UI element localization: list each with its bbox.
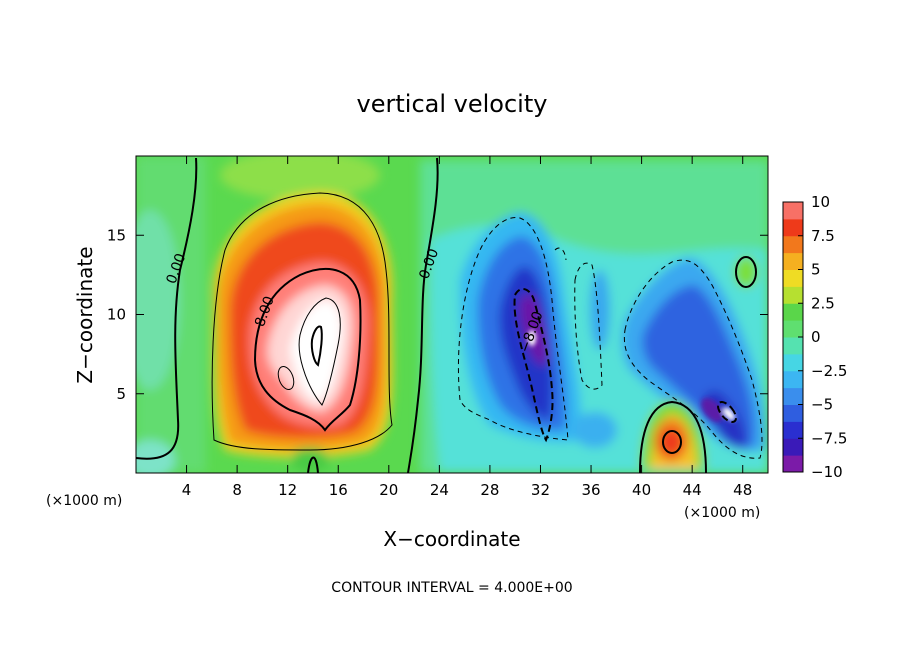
colorbar-band — [783, 252, 803, 270]
contour-lines — [136, 157, 763, 473]
colorbar-band — [783, 404, 803, 422]
colorbar-band — [783, 235, 803, 254]
x-tick-label: 28 — [480, 481, 499, 499]
colorbar-tick-label: 0 — [811, 328, 821, 346]
x-axis: 4 8 12 16 20 24 28 32 36 40 44 48 — [182, 156, 752, 499]
x-tick-label: 16 — [329, 481, 348, 499]
colorbar-band — [783, 269, 803, 287]
colorbar-band — [783, 455, 803, 473]
colorbar-tick-label: 7.5 — [811, 227, 835, 245]
x-tick-label: 44 — [683, 481, 702, 499]
x-tick-label: 20 — [379, 481, 398, 499]
x-tick-label: 24 — [430, 481, 449, 499]
colorbar-band — [783, 370, 803, 389]
colorbar-band — [783, 337, 803, 355]
y-tick-label: 10 — [107, 306, 126, 324]
colorbar-tick-label: −2.5 — [811, 362, 847, 380]
x-unit-label-right: (×1000 m) — [684, 505, 760, 521]
y-tick-label: 5 — [116, 385, 126, 403]
colorbar-tick-label: 5 — [811, 261, 821, 279]
colorbar-tick-label: −7.5 — [811, 429, 847, 447]
x-unit-label-left: (×1000 m) — [46, 493, 122, 509]
x-tick-label: 4 — [182, 481, 192, 499]
colorbar-band — [783, 387, 803, 405]
colorbar-band — [783, 202, 803, 220]
x-tick-label: 36 — [581, 481, 600, 499]
colorbar-band — [783, 218, 803, 237]
x-tick-label: 48 — [733, 481, 752, 499]
y-tick-label: 15 — [107, 226, 126, 244]
colorbar-band — [783, 421, 803, 439]
colorbar-band — [783, 438, 803, 456]
chart-title: vertical velocity — [357, 90, 548, 118]
x-tick-label: 40 — [632, 481, 651, 499]
y-axis: 5 10 15 — [107, 226, 768, 403]
colorbar-tick-label: 2.5 — [811, 294, 835, 312]
colorbar-tick-label: 10 — [811, 193, 830, 211]
x-tick-label: 8 — [232, 481, 242, 499]
colorbar-band — [783, 286, 803, 304]
x-tick-label: 32 — [531, 481, 550, 499]
colorbar-band — [783, 303, 803, 321]
colorbar-tick-label: −10 — [811, 463, 843, 481]
x-tick-label: 12 — [278, 481, 297, 499]
colorbar-band — [783, 320, 803, 338]
y-axis-title: Z−coordinate — [73, 246, 97, 383]
x-axis-title: X−coordinate — [383, 527, 520, 551]
colorbar-band — [783, 353, 803, 372]
colorbar: 10 7.5 5 2.5 0 −2.5 −5 −7.5 −10 — [782, 193, 847, 481]
colorbar-tick-label: −5 — [811, 396, 833, 414]
contour-interval-note: CONTOUR INTERVAL = 4.000E+00 — [331, 580, 572, 596]
